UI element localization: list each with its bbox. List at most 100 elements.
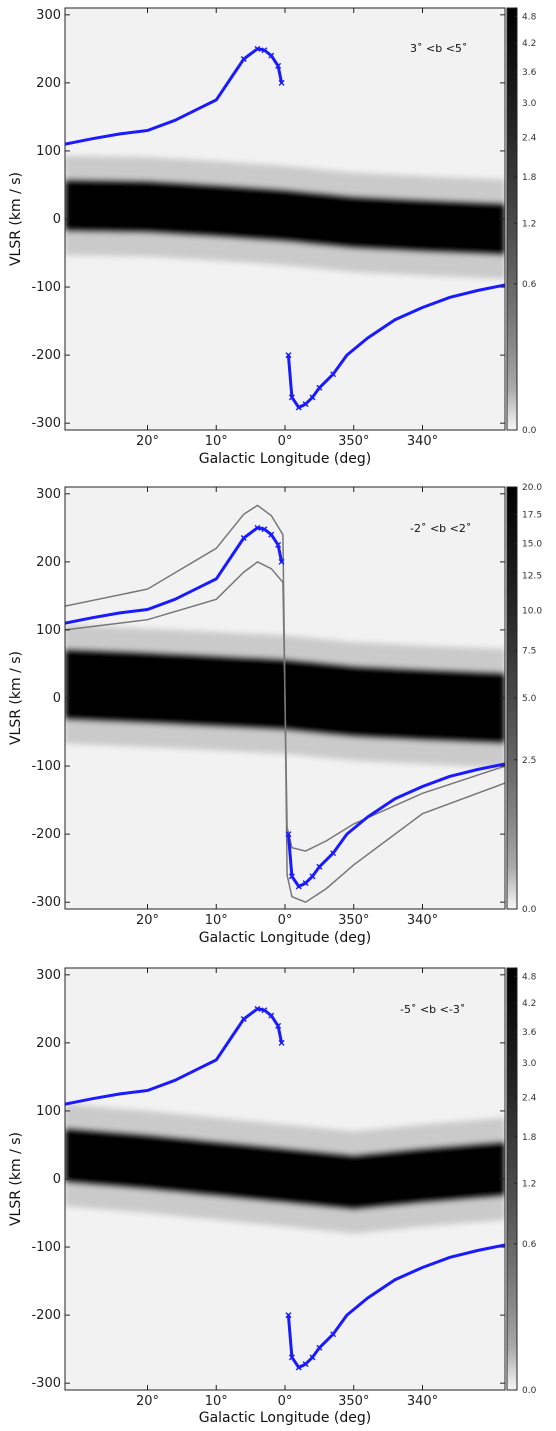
branch-marker [288, 1354, 295, 1361]
branch-marker [302, 401, 309, 408]
colorbar-tick-label: 0.0 [522, 905, 537, 915]
branch-marker [330, 371, 337, 378]
colorbar-tick-label: 5.0 [522, 694, 537, 704]
colorbar: 0.0 0.6 1.2 1.8 2.4 3.0 3.6 4.2 4.8 [506, 7, 537, 436]
branch-marker [302, 880, 309, 887]
y-tick-label: -300 [31, 416, 61, 431]
colorbar: 0.0 0.6 1.2 1.8 2.4 3.0 3.6 4.2 4.8 [506, 967, 537, 1396]
branch-marker [295, 1364, 302, 1371]
colorbar-tick-label: 2.4 [522, 134, 537, 144]
colorbar: 0.0 2.5 5.0 7.5 10.0 12.5 15.0 17.5 20.0 [506, 483, 542, 915]
y-axis-label: VLSR (km / s) [8, 651, 24, 745]
branch-marker [275, 1022, 282, 1029]
x-tick-label: 20° [136, 913, 159, 928]
x-axis-label: Galactic Longitude (deg) [199, 451, 372, 467]
branch-marker [285, 1312, 292, 1319]
branch-marker [268, 531, 275, 538]
branch-marker [275, 541, 282, 548]
panel-bottom: 20° 10° 0° 350° 340° 3002001000-100-200-300 … [8, 967, 537, 1426]
x-tick-label: 10° [205, 913, 228, 928]
y-axis: 300 200 100 0 -100 -200 -300 [31, 968, 505, 1391]
y-tick-label: -100 [31, 1240, 61, 1255]
branch-marker [254, 45, 261, 52]
y-tick-label: 0 [53, 691, 61, 706]
overlay-layer [65, 1005, 505, 1371]
colorbar-tick-label: 3.6 [522, 68, 537, 78]
branch-marker [288, 873, 295, 880]
heatmap-layer [65, 1104, 505, 1234]
y-tick-label: 200 [36, 1036, 61, 1051]
x-tick-label: 0° [278, 1394, 293, 1409]
branch-marker [316, 863, 323, 870]
colorbar-tick-label: 0.0 [522, 426, 537, 436]
colorbar-tick-label: 20.0 [522, 483, 542, 493]
colorbar-tick-label: 4.8 [522, 973, 537, 983]
y-tick-label: -100 [31, 759, 61, 774]
branch-marker [295, 883, 302, 890]
branch-marker [330, 1331, 337, 1338]
branch-marker [330, 850, 337, 857]
x-tick-label: 10° [205, 434, 228, 449]
contour-inner-line [65, 561, 505, 852]
branch-marker [278, 558, 285, 565]
colorbar-tick-label: 1.8 [522, 173, 537, 183]
branch-marker [261, 1007, 268, 1014]
branch-marker [268, 52, 275, 59]
colorbar-tick-label: 15.0 [522, 540, 542, 550]
x-tick-label: 20° [136, 1394, 159, 1409]
colorbar-tick-label: 1.2 [522, 219, 536, 229]
y-tick-label: 300 [36, 968, 61, 983]
y-tick-label: 100 [36, 623, 61, 638]
colorbar-tick-label: 17.5 [522, 510, 542, 520]
branch-marker [309, 873, 316, 880]
branch-marker [261, 47, 268, 54]
colorbar-tick-label: 4.2 [522, 999, 536, 1009]
y-tick-label: -200 [31, 827, 61, 842]
branch-marker [275, 62, 282, 69]
colorbar-tick-label: 3.0 [522, 99, 537, 109]
x-tick-label: 20° [136, 434, 159, 449]
branch-marker [309, 1354, 316, 1361]
emission-ridge [65, 1128, 505, 1210]
branch-marker [285, 352, 292, 359]
x-tick-label: 350° [338, 913, 369, 928]
x-tick-label: 340° [407, 913, 438, 928]
branch-marker [240, 56, 247, 63]
branch-marker [309, 394, 316, 401]
branch-marker [254, 1005, 261, 1012]
colorbar-tick-label: 0.6 [522, 1240, 537, 1250]
y-axis: 300 200 100 0 -100 -200 -300 [31, 487, 505, 910]
branch-marker [302, 1361, 309, 1368]
branch-marker [316, 384, 323, 391]
x-tick-label: 350° [338, 1394, 369, 1409]
x-tick-label: 350° [338, 434, 369, 449]
overlay-layer [65, 504, 505, 904]
y-tick-label: -300 [31, 1376, 61, 1391]
colorbar-tick-label: 12.5 [522, 571, 542, 581]
panel-annotation: -5˚ <b <-3˚ [400, 1003, 465, 1016]
panel-top: 20° 10° 0° 350° 340° 3002001000-100-200-300 … [8, 7, 537, 467]
colorbar-tick-label: 1.2 [522, 1179, 536, 1189]
colorbar-tick-label: 1.8 [522, 1133, 537, 1143]
x-axis: 20° 10° 0° 350° 340° [136, 487, 438, 928]
emission-ridge [65, 179, 505, 256]
heatmap-layer [65, 155, 505, 279]
colorbar-tick-label: 10.0 [522, 607, 542, 617]
y-tick-label: -300 [31, 895, 61, 910]
colorbar-tick-label: 2.4 [522, 1094, 537, 1104]
colorbar-tick-label: 2.5 [522, 756, 536, 766]
branch-marker [316, 1344, 323, 1351]
x-tick-label: 340° [407, 434, 438, 449]
branch-marker [278, 1039, 285, 1046]
x-axis: 20° 10° 0° 350° 340° [136, 8, 438, 449]
branch-marker [285, 831, 292, 838]
x-tick-label: 10° [205, 1394, 228, 1409]
branch-marker [278, 79, 285, 86]
y-tick-label: 300 [36, 8, 61, 23]
y-tick-label: 100 [36, 144, 61, 159]
colorbar-gradient [506, 967, 518, 1391]
y-axis: 300 200 100 0 -100 -200 -300 [31, 8, 505, 431]
branch-marker [295, 404, 302, 411]
x-tick-label: 0° [278, 434, 293, 449]
